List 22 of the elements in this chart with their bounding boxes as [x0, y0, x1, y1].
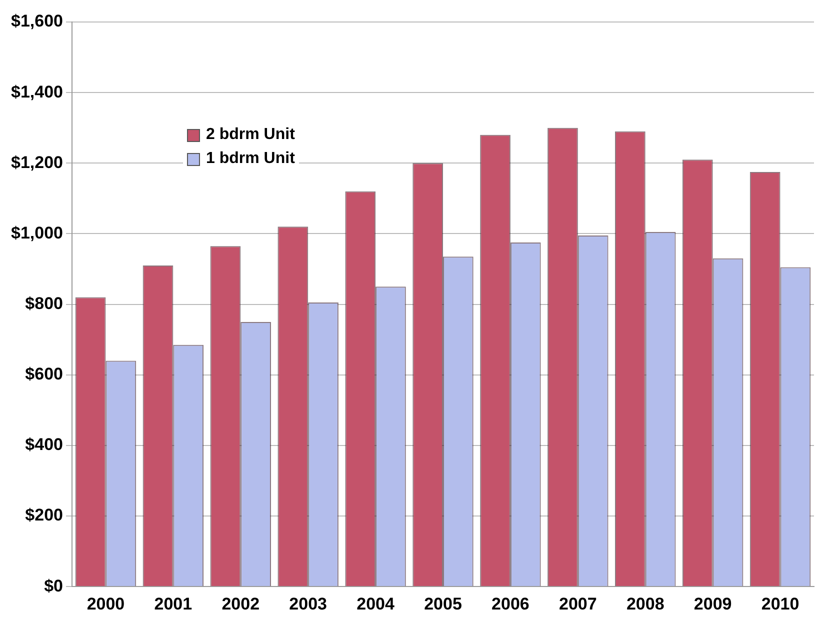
y-tick-label: $1,200 — [10, 152, 63, 172]
x-tick-label: 2009 — [694, 594, 732, 614]
y-tick-label: $800 — [25, 294, 63, 313]
legend-label: 1 bdrm Unit — [206, 150, 295, 168]
x-tick-label: 2005 — [424, 594, 462, 614]
x-tick-label: 2002 — [222, 594, 260, 614]
y-tick-label: $1,000 — [10, 223, 63, 242]
legend-label: 2 bdrm Unit — [206, 126, 295, 144]
y-tick-label: $400 — [25, 435, 63, 454]
x-tick-label: 2000 — [86, 594, 125, 614]
x-tick-label: 2010 — [761, 594, 800, 614]
x-tick-label: 2006 — [492, 594, 530, 614]
y-tick-label: $200 — [25, 506, 63, 525]
y-tick-label: $600 — [25, 364, 63, 384]
y-tick-label: $1,400 — [10, 82, 63, 102]
x-tick-label: 2001 — [154, 594, 192, 614]
x-tick-label: 2007 — [558, 594, 597, 614]
x-tick-label: 2008 — [626, 594, 664, 614]
y-tick-label: $0 — [44, 576, 63, 596]
y-tick-label: $1,600 — [10, 12, 63, 31]
x-tick-label: 2004 — [356, 594, 395, 614]
x-tick-label: 2003 — [289, 594, 327, 614]
